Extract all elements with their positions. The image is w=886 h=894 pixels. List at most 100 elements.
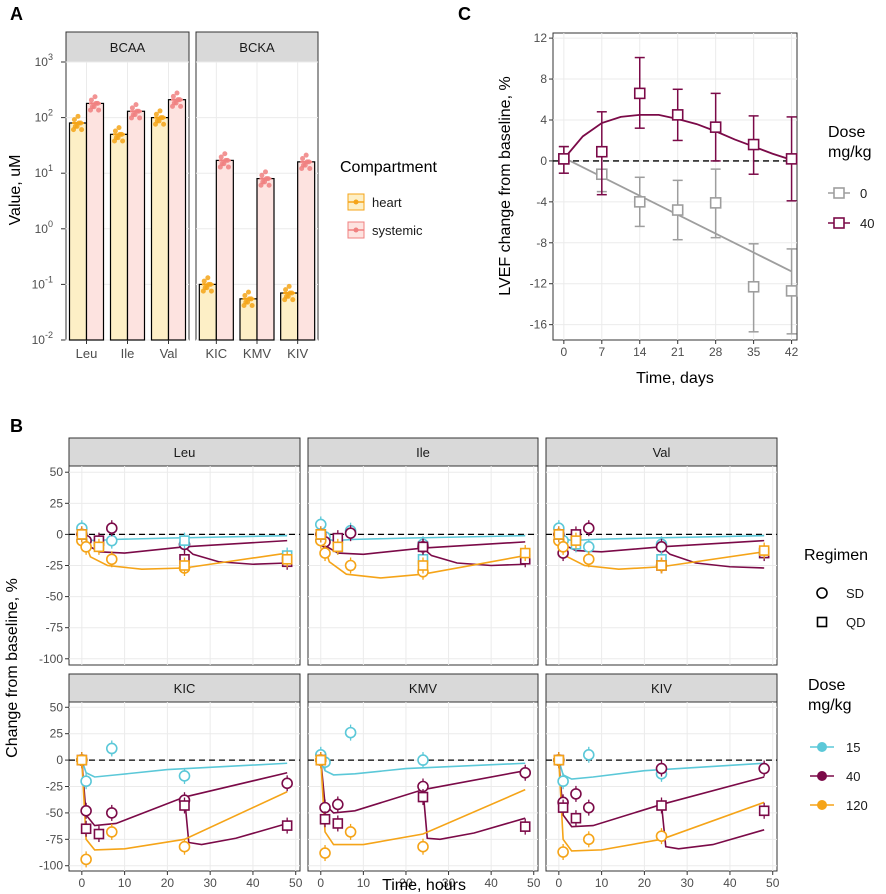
panel-a-point-systemic (303, 152, 309, 158)
panel-a-legend-label: systemic (372, 223, 423, 238)
panel-a-point-heart (246, 289, 251, 295)
panel-b-point-sd (582, 833, 595, 846)
panel-b-curve-40 (319, 760, 526, 814)
panel-b-point-qd (553, 529, 565, 540)
panel-b-curve-15 (320, 759, 526, 776)
panel-a-point-systemic (134, 108, 140, 114)
panel-b-xtick: 20 (399, 876, 413, 890)
panel-a-bar-systemic (215, 159, 234, 341)
panel-a-point-heart (208, 288, 214, 294)
panel-b-regimen-title: Regimen (804, 547, 868, 564)
panel-a-point-systemic (219, 161, 225, 167)
panel-a-point-heart (242, 292, 248, 298)
panel-c-point-40 (558, 153, 570, 165)
panel-b-point-sd (655, 541, 668, 553)
panel-b-regimen-label: SD (846, 586, 864, 601)
panel-b-xtick: 20 (161, 876, 175, 890)
panel-a-point-systemic (129, 105, 135, 111)
panel-b-regimen-key (816, 616, 828, 628)
panel-c-point-40 (633, 87, 646, 100)
panel-b-ytick: 25 (50, 496, 64, 510)
panel-b-xtick: 50 (766, 876, 780, 890)
panel-b-point-qd (93, 828, 105, 840)
panel-b-strip-label: KIV (651, 681, 672, 696)
panel-c-ytick: 4 (540, 113, 547, 127)
panel-b-xtick: 50 (289, 876, 303, 890)
panel-b-ytick: -50 (46, 590, 64, 604)
panel-b-point-sd (417, 754, 429, 766)
panel-a-bar-systemic (297, 161, 316, 341)
panel-a-ytick-exp: 1 (48, 163, 53, 173)
panel-a-ytick: 100 (35, 219, 53, 236)
panel-b-xtick: 0 (78, 876, 85, 890)
panel-a-ytick-exp: 2 (48, 108, 53, 118)
panel-b-strip (545, 437, 778, 467)
panel-c-legend-title: mg/kg (828, 144, 872, 161)
panel-b-dose-key (817, 800, 827, 810)
panel-b-xtick: 0 (317, 876, 324, 890)
panel-a-xtick: Ile (121, 346, 135, 361)
panel-a-bar-systemic (126, 110, 146, 341)
panel-a-bar-systemic (256, 177, 275, 341)
panel-b-point-qd (315, 529, 327, 540)
panel-b-point-sd (557, 541, 569, 553)
panel-c-point-0 (671, 204, 684, 216)
panel-a-point-systemic (307, 166, 313, 172)
panel-a-point-systemic (133, 102, 139, 108)
panel-a-strip-label: BCKA (239, 40, 275, 55)
panel-b-ylabel: Change from baseline, % (4, 578, 21, 758)
panel-b-point-qd (179, 560, 190, 571)
panel-b-curve-40 (422, 547, 526, 567)
panel-b-strip-label: Ile (416, 445, 430, 460)
panel-c-point-40 (709, 121, 722, 133)
panel-b-point-qd (179, 800, 190, 811)
panel-b-ytick: 50 (50, 465, 64, 479)
panel-a-point-heart (246, 296, 252, 302)
panel-b-point-qd (417, 560, 429, 571)
panel-a-point-heart (243, 299, 249, 305)
panel-a-point-heart (206, 281, 212, 287)
panel-b-point-sd (281, 777, 293, 790)
panel-a-point-systemic (88, 97, 94, 103)
panel-a-bar-systemic (85, 102, 105, 341)
panel-c-xtick: 14 (633, 345, 647, 359)
panel-a-point-systemic (137, 115, 143, 121)
panel-a-point-systemic (263, 169, 268, 175)
panel-c-ytick: -4 (536, 195, 547, 209)
panel-a-point-systemic (222, 151, 228, 157)
panel-b-point-sd (178, 770, 191, 782)
panel-b-xtick: 30 (442, 876, 456, 890)
panel-a-point-systemic (218, 154, 224, 160)
panel-c-point-0 (709, 197, 722, 209)
panel-c-legend-label: 40 (860, 216, 874, 231)
panel-b-point-sd (178, 840, 191, 853)
panel-a-point-systemic (263, 176, 269, 182)
panel-a-xtick: KIV (287, 346, 308, 361)
panel-letter-b: B (10, 416, 23, 436)
panel-b-dose-title: mg/kg (808, 697, 852, 714)
panel-b-point-sd (80, 853, 92, 866)
panel-b-point-sd (105, 742, 118, 755)
panel-b-curve-120 (81, 534, 288, 571)
panel-c-ytick: 12 (534, 31, 548, 45)
panel-a-point-systemic (174, 90, 180, 96)
panel-b-ytick: 0 (56, 527, 63, 541)
panel-a-point-systemic (130, 112, 136, 118)
panel-c-xtick: 7 (598, 345, 605, 359)
panel-a-point-heart (157, 108, 163, 114)
panel-b-point-qd (76, 754, 88, 766)
panel-a-point-heart (205, 275, 211, 281)
panel-a-point-systemic (300, 162, 306, 168)
panel-b-xtick: 40 (484, 876, 498, 890)
panel-b-ytick: 25 (50, 727, 64, 741)
panel-a-ytick: 103 (35, 52, 53, 69)
panel-c-point-40 (747, 138, 760, 151)
panel-c-point-0 (747, 280, 760, 293)
panel-a-legend-key-dot (353, 227, 359, 233)
panel-c-legend-title: Dose (828, 124, 865, 141)
panel-b-point-qd (417, 791, 429, 803)
panel-b-point-sd (582, 801, 595, 814)
panel-a-bar-systemic (167, 99, 187, 341)
panel-b-xtick: 10 (118, 876, 132, 890)
panel-b-point-sd (344, 826, 357, 838)
